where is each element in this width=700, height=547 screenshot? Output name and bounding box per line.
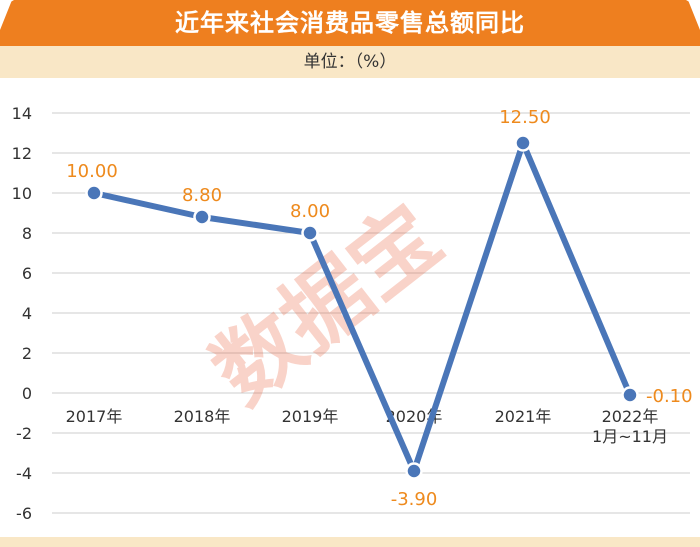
data-label: 12.50	[499, 107, 551, 128]
data-point	[193, 208, 211, 226]
y-tick-label: 4	[22, 304, 32, 323]
data-label: 8.00	[290, 201, 330, 222]
data-point	[85, 184, 103, 202]
x-tick-label: 2022年	[602, 407, 659, 426]
y-tick-label: 12	[12, 144, 32, 163]
y-tick-label: -6	[16, 504, 32, 523]
x-tick-label: 2021年	[495, 407, 552, 426]
data-point	[301, 224, 319, 242]
data-label: 10.00	[66, 161, 118, 182]
y-tick-label: -4	[16, 464, 32, 483]
bottom-band	[0, 537, 700, 547]
y-tick-label: 6	[22, 264, 32, 283]
data-label: 8.80	[182, 185, 222, 206]
chart-title: 近年来社会消费品零售总额同比	[175, 9, 525, 37]
title-band: 近年来社会消费品零售总额同比	[0, 0, 700, 46]
data-label: -0.10	[646, 386, 693, 407]
y-tick-label: -2	[16, 424, 32, 443]
x-tick-label: 2019年	[282, 407, 339, 426]
unit-label: 单位：（%）	[303, 52, 397, 72]
y-tick-label: 10	[12, 184, 32, 203]
x-tick-label: 2017年	[66, 407, 123, 426]
data-point	[514, 134, 532, 152]
y-tick-label: 8	[22, 224, 32, 243]
series-line	[91, 140, 633, 474]
x-tick-label: 2018年	[174, 407, 231, 426]
y-tick-label: 2	[22, 344, 32, 363]
data-label: -3.90	[391, 489, 438, 510]
y-tick-label: 0	[22, 384, 32, 403]
title-banner-shape	[0, 0, 700, 46]
unit-band: 单位：（%）	[0, 46, 700, 78]
data-point	[621, 386, 639, 404]
x-tick-label: 1月~11月	[592, 427, 668, 446]
y-tick-label: 14	[12, 104, 32, 123]
data-point	[405, 462, 423, 480]
